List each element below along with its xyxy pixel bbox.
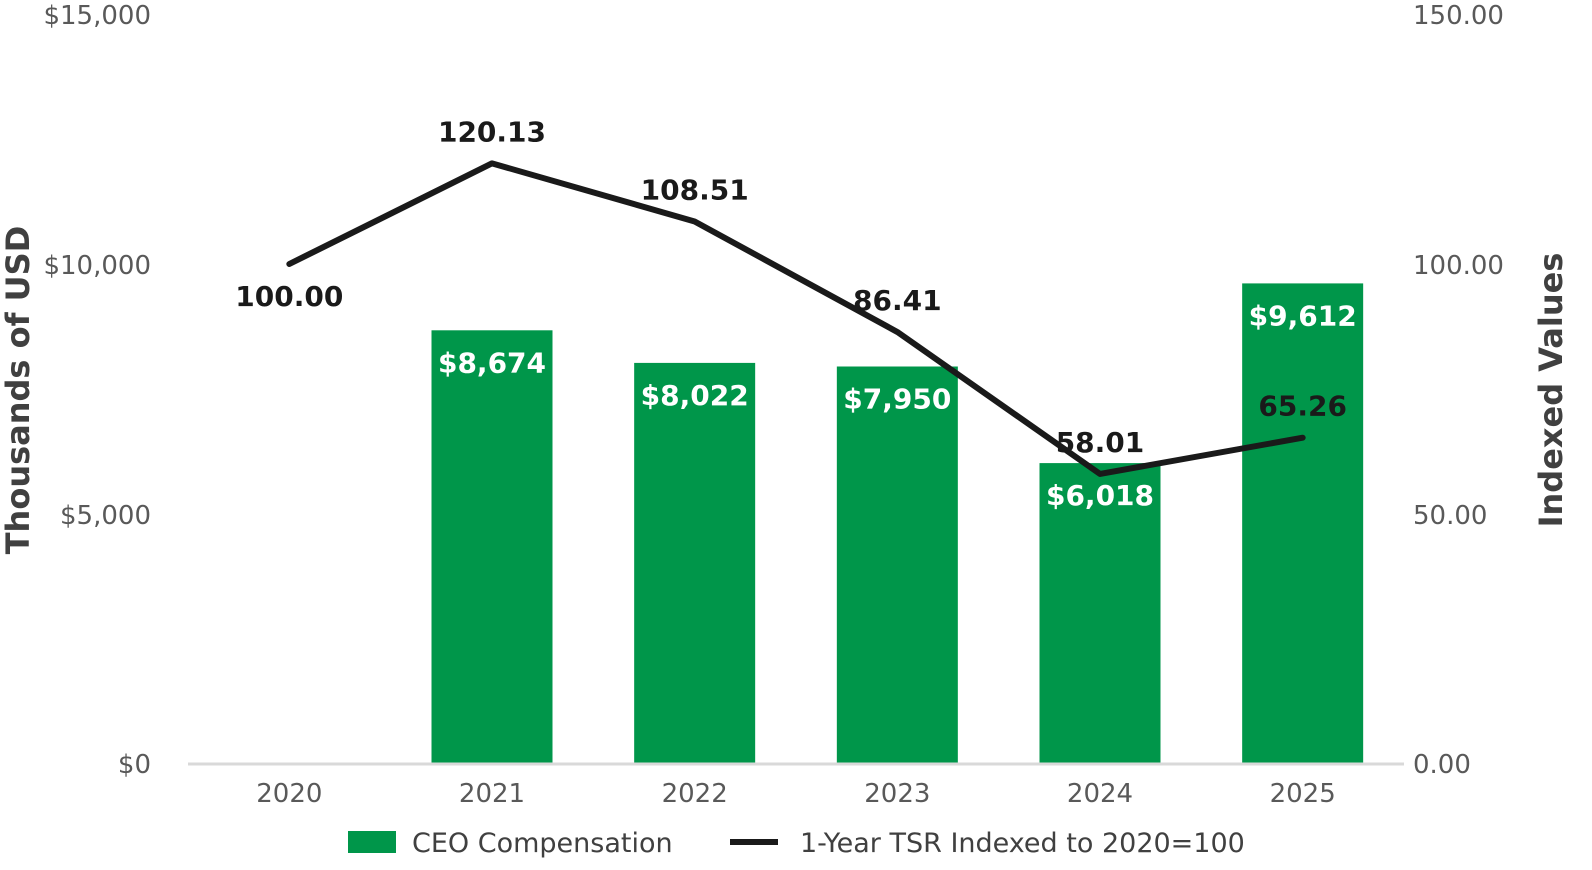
line-layer [286, 160, 1306, 477]
y-axis-title-left: Thousands of USD [0, 226, 37, 555]
x-tick-label: 2020 [256, 779, 322, 809]
x-tick-label: 2024 [1067, 779, 1133, 809]
line-value-label: 86.41 [853, 284, 942, 317]
line-value-label: 65.26 [1258, 390, 1347, 423]
bar-value-label: $9,612 [1249, 299, 1357, 332]
y-tick-right: 50.00 [1413, 501, 1487, 531]
bar-value-label: $8,674 [438, 346, 546, 379]
legend-swatch-bar [348, 831, 396, 853]
y-axis-title-right: Indexed Values [1532, 253, 1570, 528]
legend-label-bar: CEO Compensation [412, 828, 673, 859]
bar [1039, 463, 1161, 764]
y-tick-left: $15,000 [43, 1, 151, 31]
y-tick-right: 0.00 [1413, 750, 1471, 780]
bar-value-label: $7,950 [843, 383, 951, 416]
bar-value-label: $6,018 [1046, 479, 1154, 512]
x-tick-label: 2025 [1270, 779, 1336, 809]
line-value-label: 120.13 [438, 115, 546, 148]
bar [836, 366, 958, 764]
y-tick-left: $0 [118, 750, 151, 780]
bar-labels-layer: $8,674 $8,022 $7,950 $6,018 $9,612 [438, 299, 1357, 512]
x-tick-label: 2021 [459, 779, 525, 809]
line-value-label: 100.00 [235, 280, 343, 313]
bar [634, 362, 756, 764]
legend: CEO Compensation 1-Year TSR Indexed to 2… [348, 828, 1245, 859]
y-tick-left: $10,000 [43, 251, 151, 281]
bars-layer [431, 283, 1364, 764]
line-labels-layer: 100.00 120.13 108.51 86.41 58.01 65.26 [235, 115, 1347, 459]
x-tick-label: 2023 [864, 779, 930, 809]
tsr-line [286, 160, 1306, 477]
line-value-label: 108.51 [641, 173, 749, 206]
y-tick-left: $5,000 [60, 501, 151, 531]
legend-label-line: 1-Year TSR Indexed to 2020=100 [800, 828, 1245, 859]
x-ticks-layer: 2020 2021 2022 2023 2024 2025 [256, 779, 1336, 809]
y-tick-right: 100.00 [1413, 251, 1504, 281]
line-value-label: 58.01 [1056, 426, 1145, 459]
x-tick-label: 2022 [662, 779, 728, 809]
bar [431, 330, 553, 764]
bar-value-label: $8,022 [641, 379, 749, 412]
bar [1242, 283, 1364, 764]
y-tick-right: 150.00 [1413, 1, 1504, 31]
